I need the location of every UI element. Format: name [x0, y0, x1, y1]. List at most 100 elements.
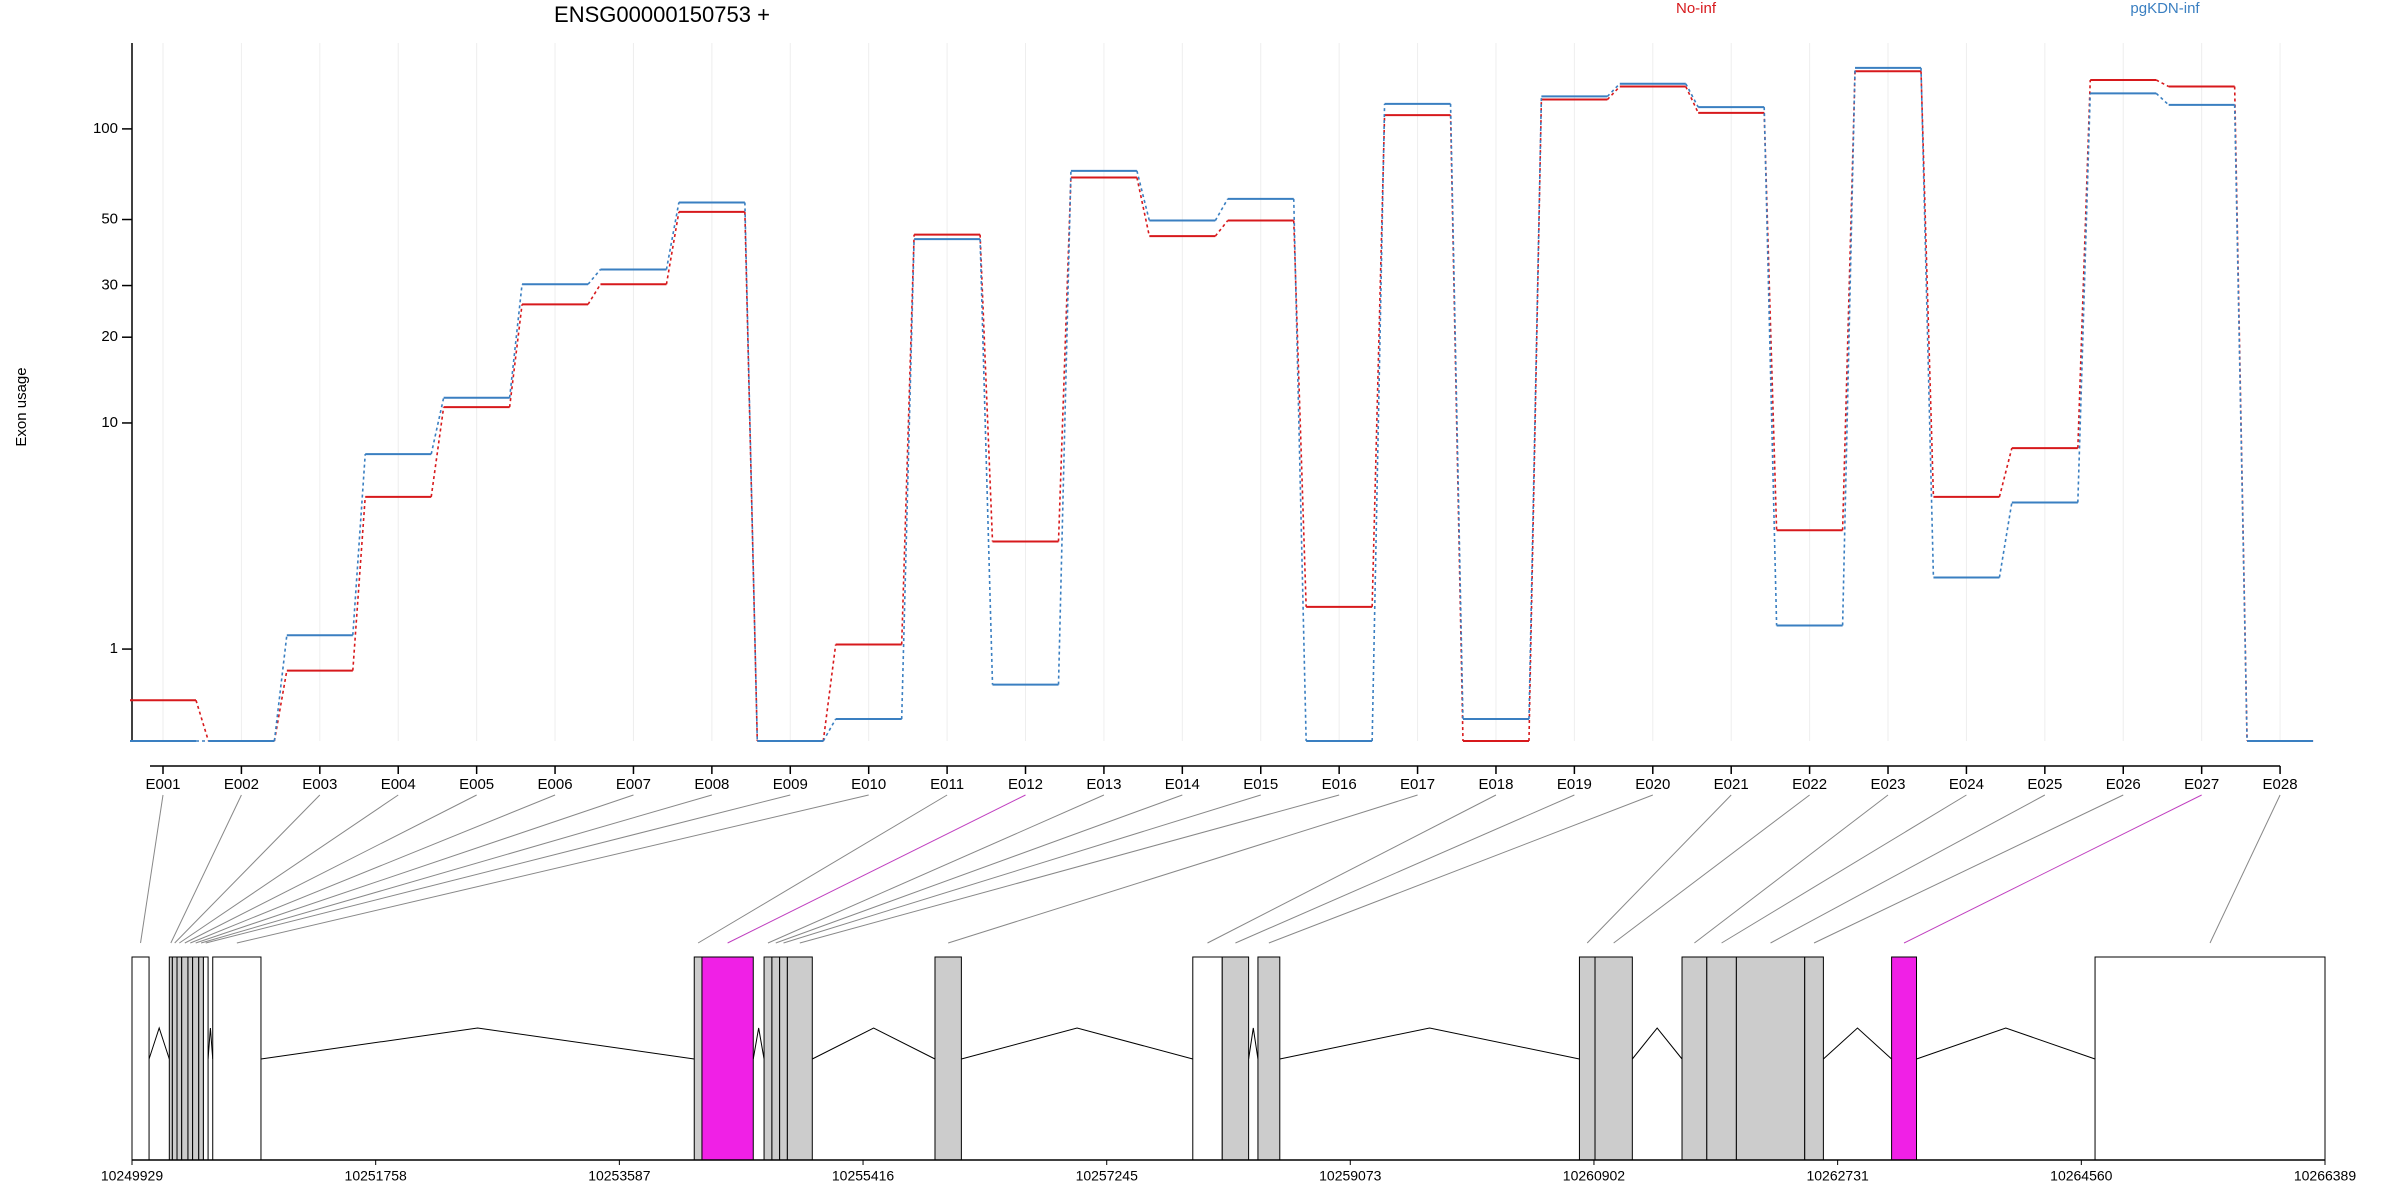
exon-link — [799, 794, 1340, 944]
exon — [1804, 956, 1824, 1161]
x-tick-label: 10262731 — [1806, 1168, 1869, 1184]
step-connector — [352, 454, 367, 636]
step-connector — [1763, 107, 1778, 626]
x-tick-label: E023 — [1870, 776, 1905, 793]
exon-link — [1770, 794, 2046, 944]
y-tick-label: 100 — [93, 120, 118, 137]
step-connector — [1606, 83, 1621, 97]
intron — [752, 1027, 765, 1060]
step-connector — [430, 397, 445, 455]
exon — [1706, 956, 1737, 1161]
y-tick-label: 50 — [101, 210, 118, 227]
x-tick-label: E014 — [1165, 776, 1200, 793]
step-connector — [1920, 67, 1935, 578]
step-connector — [1920, 71, 1935, 497]
exon-link — [205, 794, 791, 944]
exon-link — [2209, 794, 2281, 944]
x-tick-label: 10266389 — [2294, 1168, 2357, 1184]
exon-link — [195, 794, 634, 944]
x-tick-label: E005 — [459, 776, 494, 793]
exon-link — [184, 794, 477, 944]
step-connector — [665, 202, 680, 270]
step-connector — [1685, 86, 1699, 114]
x-tick-label: E009 — [773, 776, 808, 793]
step-connector — [1606, 85, 1621, 101]
exon — [131, 956, 150, 1161]
exon — [693, 956, 703, 1161]
x-tick-label: E013 — [1086, 776, 1121, 793]
exon — [202, 956, 209, 1161]
step-connector — [2077, 93, 2092, 503]
exon — [779, 956, 788, 1161]
step-connector — [508, 284, 523, 398]
step-connector — [979, 239, 994, 685]
exon-link — [697, 794, 948, 944]
exon — [771, 956, 781, 1161]
x-tick-label: E016 — [1322, 776, 1357, 793]
exon-link — [727, 794, 1026, 944]
step-connector — [1371, 103, 1386, 742]
x-tick-label: 10255416 — [832, 1168, 895, 1184]
exon-link — [1694, 794, 1889, 944]
x-tick-label: E006 — [538, 776, 573, 793]
x-tick-label: E025 — [2027, 776, 2062, 793]
step-connector — [273, 635, 288, 742]
exon — [1257, 956, 1281, 1161]
x-tick-label: E015 — [1243, 776, 1278, 793]
intron — [961, 1027, 1193, 1060]
exon — [786, 956, 813, 1161]
step-connector — [1998, 447, 2013, 498]
exon-link — [1903, 794, 2202, 944]
intron — [1631, 1027, 1683, 1060]
intron — [1279, 1027, 1580, 1060]
x-tick-label: E001 — [145, 776, 180, 793]
exon-link — [1268, 794, 1653, 944]
step-connector — [1841, 71, 1856, 531]
x-tick-label: E022 — [1792, 776, 1827, 793]
step-connector — [352, 496, 367, 671]
step-connector — [2155, 79, 2170, 88]
exon-link — [1207, 794, 1497, 944]
step-connector — [587, 283, 602, 305]
x-tick-label: E007 — [616, 776, 651, 793]
y-tick-label: 1 — [110, 640, 118, 657]
exon — [701, 956, 754, 1161]
exon — [2094, 956, 2326, 1161]
step-connector — [430, 406, 445, 497]
step-connector — [1998, 502, 2013, 578]
exon-link — [200, 794, 713, 944]
exon-link — [775, 794, 1183, 944]
exon-link — [140, 794, 164, 944]
x-tick-label: E019 — [1557, 776, 1592, 793]
step-connector — [1057, 177, 1072, 542]
step-connector — [1528, 96, 1543, 720]
x-tick-label: E011 — [930, 776, 964, 793]
step-connector — [1685, 83, 1699, 108]
exon — [171, 956, 178, 1161]
exon-link — [174, 794, 321, 944]
x-tick-label: E008 — [694, 776, 729, 793]
intron — [812, 1027, 936, 1060]
step-connector — [195, 699, 210, 742]
x-tick-label: E027 — [2184, 776, 2219, 793]
exon — [1735, 956, 1806, 1161]
x-tick-label: E003 — [302, 776, 337, 793]
chart-title: ENSG00000150753 + — [554, 2, 770, 27]
x-tick-label: E018 — [1478, 776, 1513, 793]
step-connector — [1292, 220, 1307, 607]
x-tick-label: E024 — [1949, 776, 1984, 793]
x-tick-label: E020 — [1635, 776, 1670, 793]
exon — [1594, 956, 1633, 1161]
x-tick-label: 10260902 — [1563, 1168, 1626, 1184]
x-tick-label: E010 — [851, 776, 886, 793]
exon — [1681, 956, 1708, 1161]
x-tick-label: E017 — [1400, 776, 1435, 793]
exon — [181, 956, 189, 1161]
exon-link — [1813, 794, 2124, 944]
x-tick-label: E012 — [1008, 776, 1043, 793]
y-axis-label: Exon usage — [13, 367, 30, 446]
step-connector — [1214, 198, 1229, 221]
exon — [198, 956, 204, 1161]
x-tick-label: E004 — [381, 776, 416, 793]
x-tick-label: 10251758 — [345, 1168, 408, 1184]
